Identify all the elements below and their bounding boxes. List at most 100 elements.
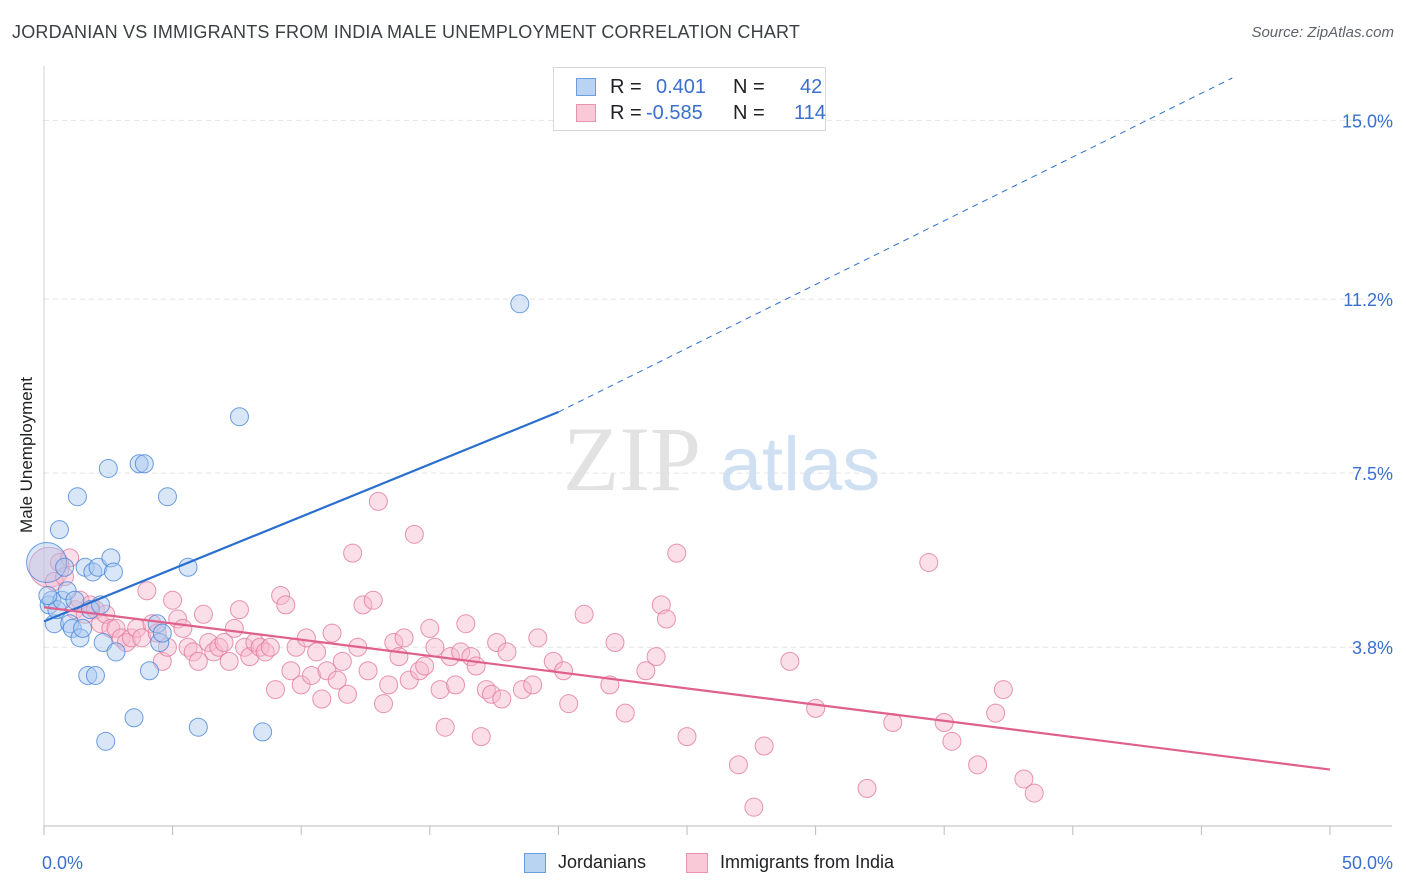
india-point [435, 717, 455, 737]
india-point [106, 618, 126, 638]
india-point [554, 661, 574, 681]
jordanian-point [124, 708, 144, 728]
india-point [271, 585, 291, 605]
jordanian-trend-line [43, 410, 559, 623]
jordanian-point [96, 731, 116, 751]
india-point [327, 670, 347, 690]
x-tick-label: 0.0% [42, 853, 83, 873]
india-point [132, 628, 152, 648]
india-point [780, 651, 800, 671]
india-point [425, 637, 445, 657]
india-point [942, 731, 962, 751]
y-tick-label: 15.0% [1342, 111, 1393, 131]
india-point [332, 651, 352, 671]
tick-labels: 3.8% 7.5% 11.2% 15.0% 0.0% 50.0% [42, 111, 1393, 873]
n-label: N = [733, 102, 765, 124]
chart-title: JORDANIAN VS IMMIGRANTS FROM INDIA MALE … [12, 22, 801, 42]
jordanian-point [55, 557, 75, 577]
india-point [363, 590, 383, 610]
india-point [265, 680, 285, 700]
jordanian-point [38, 585, 58, 605]
india-points [28, 491, 1044, 817]
india-point [60, 548, 80, 568]
india-point [651, 595, 671, 615]
jordanians-swatch [576, 78, 596, 96]
jordanian-point [67, 487, 87, 507]
r-label: R = [610, 76, 642, 98]
india-point [415, 656, 435, 676]
r-label: R = [610, 102, 642, 124]
india-point [667, 543, 687, 563]
jordanian-point [78, 665, 98, 685]
jordanian-point [98, 458, 118, 478]
india-point [296, 628, 316, 648]
india-point [471, 727, 491, 747]
india-point [374, 694, 394, 714]
jordanian-point [49, 520, 69, 540]
india-point [512, 680, 532, 700]
india-point [420, 618, 440, 638]
jordanian-point [93, 633, 113, 653]
india-point [219, 651, 239, 671]
india-point [121, 628, 141, 648]
india-point [636, 661, 656, 681]
n-label: N = [733, 76, 765, 98]
india-point [235, 637, 255, 657]
jordanian-point [85, 665, 105, 685]
axes [43, 66, 1392, 835]
india-point [404, 524, 424, 544]
india-point [368, 491, 388, 511]
india-point [986, 703, 1006, 723]
india-point [574, 604, 594, 624]
india-point [754, 736, 774, 756]
india-point [656, 609, 676, 629]
india-point [353, 595, 373, 615]
india-point [600, 675, 620, 695]
india-point [993, 680, 1013, 700]
india-point [152, 651, 172, 671]
india-point [857, 778, 877, 798]
india-swatch [686, 853, 708, 873]
r-value: -0.585 [646, 102, 703, 124]
india-point [183, 642, 203, 662]
jordanian-point [129, 454, 149, 474]
jordanian-point [253, 722, 273, 742]
legend-label: Jordanians [558, 852, 647, 872]
jordanian-trend-extension [558, 77, 1233, 413]
india-point [1024, 783, 1044, 803]
india-point [260, 637, 280, 657]
india-point [744, 797, 764, 817]
correlation-legend: R = 0.401 N = 42 R = -0.585 N = 114 [553, 67, 826, 131]
india-point [312, 689, 332, 709]
jordanian-point [188, 717, 208, 737]
jordanian-point [101, 548, 121, 568]
india-point [193, 604, 213, 624]
india-point [379, 675, 399, 695]
watermark: ZIP atlas [563, 408, 880, 510]
india-point [137, 581, 157, 601]
india-point [559, 694, 579, 714]
india-point [466, 656, 486, 676]
jordanian-point [103, 562, 123, 582]
jordanian-point [73, 618, 93, 638]
india-point [214, 633, 234, 653]
watermark-zip: ZIP [563, 408, 701, 510]
india-point [528, 628, 548, 648]
india-point [301, 665, 321, 685]
india-point [199, 633, 219, 653]
india-point [173, 618, 193, 638]
india-point [728, 755, 748, 775]
source-label: Source: ZipAtlas.com [1251, 24, 1394, 41]
jordanians-swatch [524, 853, 546, 873]
india-point [646, 647, 666, 667]
y-tick-label: 3.8% [1352, 638, 1393, 658]
india-point [497, 642, 517, 662]
india-point [229, 600, 249, 620]
x-tick-label: 50.0% [1342, 853, 1393, 873]
india-point [276, 595, 296, 615]
india-point [806, 698, 826, 718]
india-point [456, 614, 476, 634]
india-point [337, 684, 357, 704]
n-value: 42 [800, 76, 823, 98]
india-point [446, 675, 466, 695]
